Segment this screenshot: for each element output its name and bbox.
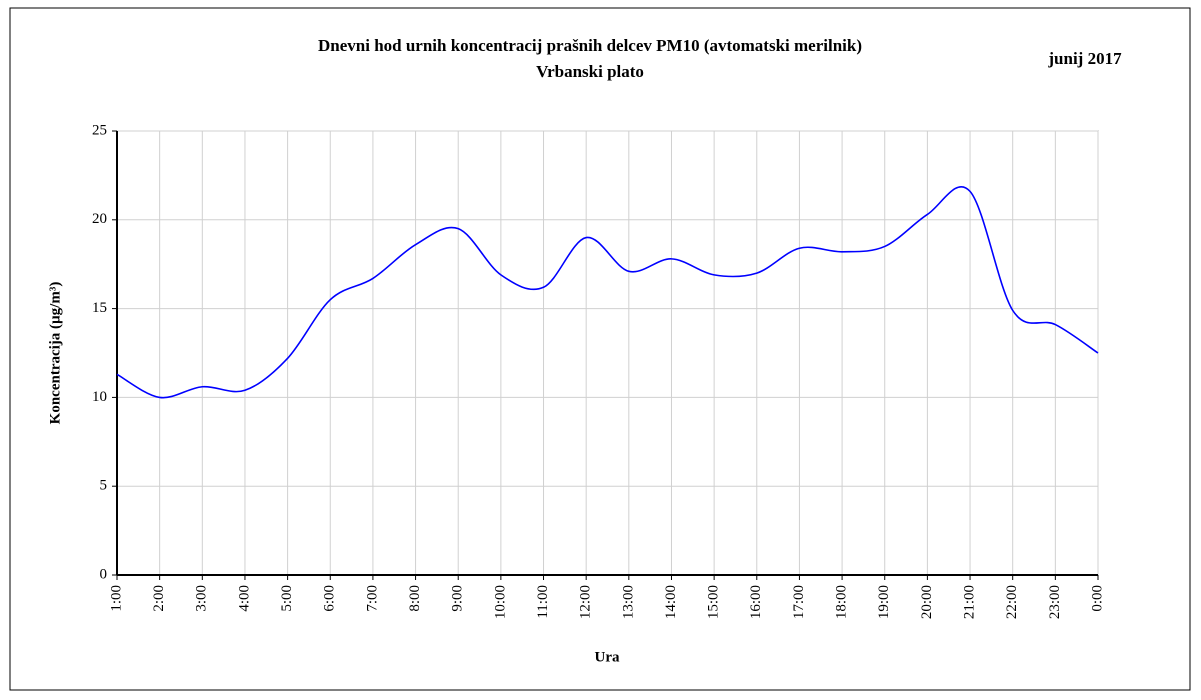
x-tick-label: 15:00 — [706, 585, 722, 619]
chart-subtitle: Vrbanski plato — [536, 62, 644, 81]
x-tick-label: 5:00 — [279, 585, 295, 612]
x-tick-label: 17:00 — [791, 585, 807, 619]
x-tick-label: 1:00 — [108, 585, 124, 612]
x-tick-label: 9:00 — [450, 585, 466, 612]
x-tick-label: 16:00 — [748, 585, 764, 619]
x-tick-label: 12:00 — [578, 585, 594, 619]
x-tick-label: 13:00 — [620, 585, 636, 619]
x-tick-label: 19:00 — [876, 585, 892, 619]
y-tick-label: 10 — [92, 389, 107, 405]
x-tick-label: 8:00 — [407, 585, 423, 612]
x-tick-label: 22:00 — [1004, 585, 1020, 619]
y-tick-label: 20 — [92, 211, 107, 227]
chart-title: Dnevni hod urnih koncentracij prašnih de… — [318, 36, 862, 55]
x-tick-label: 2:00 — [151, 585, 167, 612]
x-tick-label: 21:00 — [961, 585, 977, 619]
chart-border — [9, 7, 1191, 691]
y-axis-label: Koncentracija (µg/m³) — [47, 282, 63, 425]
y-tick-label: 15 — [92, 300, 107, 316]
x-tick-label: 14:00 — [663, 585, 679, 619]
x-axis-label: Ura — [595, 649, 620, 665]
x-tick-label: 0:00 — [1089, 585, 1105, 612]
x-tick-label: 10:00 — [492, 585, 508, 619]
x-tick-label: 7:00 — [364, 585, 380, 612]
x-tick-label: 18:00 — [834, 585, 850, 619]
data-line — [116, 186, 1099, 399]
y-tick-label: 0 — [100, 566, 108, 582]
x-tick-label: 23:00 — [1047, 585, 1063, 619]
x-tick-label: 4:00 — [236, 585, 252, 612]
x-tick-label: 20:00 — [919, 585, 935, 619]
annotation: junij 2017 — [1047, 49, 1122, 68]
y-tick-label: 5 — [100, 478, 108, 494]
x-tick-label: 6:00 — [322, 585, 338, 612]
x-tick-label: 11:00 — [535, 585, 551, 619]
x-tick-label: 3:00 — [194, 585, 210, 612]
y-tick-label: 25 — [92, 122, 107, 138]
